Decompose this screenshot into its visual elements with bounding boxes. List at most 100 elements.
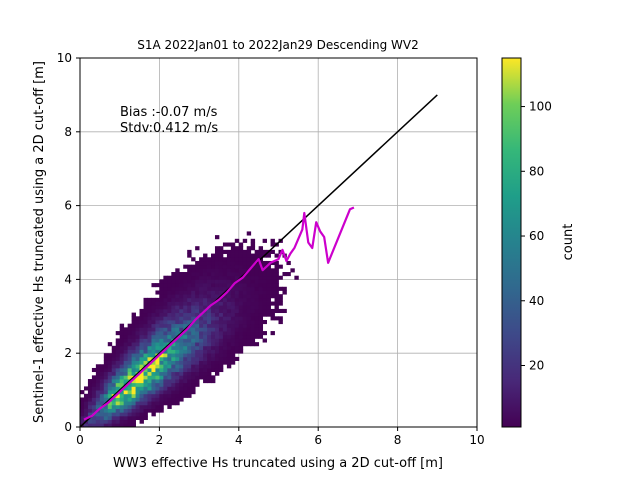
heatmap-cell: [103, 371, 109, 376]
heatmap-cell: [171, 386, 176, 391]
heatmap-cell: [187, 308, 192, 314]
heatmap-cell: [214, 327, 220, 332]
heatmap-cell: [171, 360, 176, 365]
heatmap-cell: [123, 360, 129, 365]
heatmap-cell: [211, 294, 216, 299]
heatmap-cell: [250, 312, 256, 317]
heatmap-cell: [274, 308, 279, 314]
heatmap-cell: [127, 408, 133, 413]
heatmap-cell: [203, 349, 208, 354]
heatmap-cell: [222, 353, 228, 358]
heatmap-cell: [139, 375, 144, 380]
heatmap-cell: [135, 364, 140, 369]
heatmap-cell: [214, 264, 220, 269]
heatmap-cell: [207, 364, 212, 369]
heatmap-cell: [151, 401, 156, 406]
heatmap-cell: [199, 327, 204, 332]
heatmap-cell: [234, 331, 240, 336]
heatmap-cell: [199, 319, 204, 325]
series-lines: [80, 94, 438, 427]
heatmap-cell: [143, 382, 148, 387]
heatmap-cell: [230, 279, 236, 284]
heatmap-cell: [167, 305, 172, 310]
heatmap-cell: [203, 268, 208, 273]
heatmap-cell: [127, 342, 133, 347]
heatmap-cell: [171, 283, 176, 288]
heatmap-cell: [207, 327, 212, 332]
heatmap-cell: [179, 305, 184, 310]
heatmap-cell: [123, 404, 129, 409]
heatmap-cell: [167, 397, 172, 402]
heatmap-cell: [207, 290, 212, 295]
heatmap-cell: [250, 272, 256, 277]
heatmap-cell: [203, 264, 208, 269]
heatmap-cell: [234, 268, 240, 273]
heatmap-cell: [167, 308, 172, 314]
heatmap-cell: [159, 353, 164, 358]
heatmap-cell: [183, 379, 188, 384]
heatmap-cell: [214, 272, 220, 277]
heatmap-cell: [107, 408, 113, 413]
heatmap-cell: [211, 260, 216, 266]
heatmap-cell: [211, 316, 216, 321]
heatmap-cell: [254, 294, 260, 299]
heatmap-cell: [95, 390, 101, 395]
heatmap-cell: [250, 257, 256, 262]
heatmap-cell: [171, 334, 176, 339]
heatmap-cell: [139, 349, 144, 354]
heatmap-cell: [147, 342, 152, 347]
heatmap-cell: [199, 345, 204, 350]
heatmap-cell: [175, 327, 180, 332]
heatmap-cell: [155, 338, 160, 343]
heatmap-cell: [163, 316, 168, 321]
heatmap-cell: [258, 316, 264, 321]
heatmap-cell: [226, 275, 232, 280]
heatmap-cell: [111, 353, 117, 358]
heatmap-cell: [258, 331, 264, 336]
heatmap-cell: [195, 290, 200, 295]
heatmap-cell: [195, 364, 200, 369]
heatmap-cell: [254, 312, 260, 317]
heatmap-cell: [171, 342, 176, 347]
heatmap-cell: [163, 312, 168, 317]
heatmap-cell: [262, 312, 267, 317]
heatmap-cell: [238, 257, 244, 262]
heatmap-cell: [207, 331, 212, 336]
heatmap-cell: [175, 364, 180, 369]
heatmap-cell: [159, 345, 164, 350]
heatmap-cell: [203, 353, 208, 358]
heatmap-cell: [143, 345, 148, 350]
heatmap-cell: [167, 294, 172, 299]
heatmap-cell: [195, 312, 200, 317]
y-tick-label: 4: [64, 272, 72, 286]
heatmap-cell: [246, 264, 252, 269]
heatmap-cell: [95, 367, 101, 373]
heatmap-cell: [179, 301, 184, 306]
heatmap-cell: [218, 283, 224, 288]
heatmap-cell: [207, 367, 212, 373]
heatmap-cell: [246, 323, 252, 328]
heatmap-cell: [139, 360, 144, 365]
heatmap-cell: [163, 397, 168, 402]
heatmap-cell: [151, 367, 156, 373]
heatmap-cell: [183, 364, 188, 369]
heatmap-cell: [147, 408, 152, 413]
heatmap-cell: [159, 367, 164, 373]
heatmap-cell: [230, 275, 236, 280]
heatmap-cell: [238, 272, 244, 277]
heatmap-cell: [171, 393, 176, 398]
heatmap-cell: [191, 327, 196, 332]
heatmap-cell: [199, 260, 204, 266]
heatmap-cell: [111, 371, 117, 376]
heatmap-cell: [175, 371, 180, 376]
heatmap-cell: [258, 301, 264, 306]
heatmap-cell: [211, 323, 216, 328]
heatmap-cell: [171, 401, 176, 406]
heatmap-cell: [274, 279, 279, 284]
heatmap-cell: [274, 316, 279, 321]
heatmap-cell: [207, 301, 212, 306]
heatmap-cell: [95, 397, 101, 402]
heatmap-cell: [262, 286, 267, 291]
heatmap-cell: [278, 297, 283, 302]
heatmap-cell: [175, 301, 180, 306]
